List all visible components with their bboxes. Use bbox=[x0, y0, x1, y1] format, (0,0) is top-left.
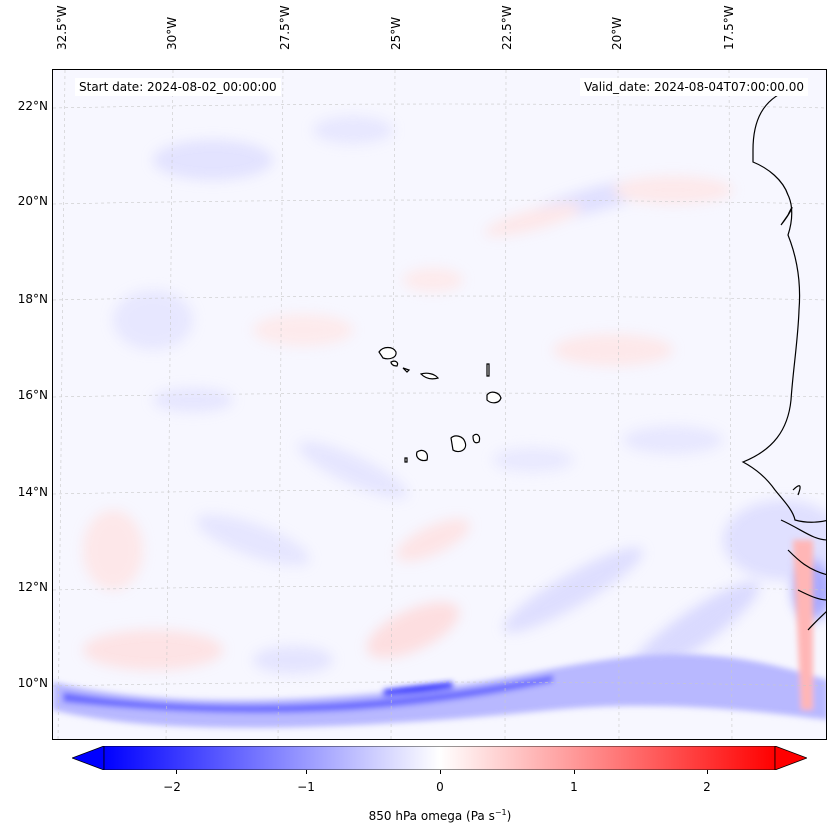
lon-label-27-5w: 27.5°W bbox=[278, 5, 292, 50]
cape-verde-islands bbox=[378, 346, 502, 463]
valid-date: Valid_date: 2024-08-04T07:00:00.00 bbox=[580, 78, 808, 96]
colorbar-extend-min bbox=[72, 746, 105, 770]
lon-label-30w: 30°W bbox=[165, 16, 179, 50]
lat-label-10n: 10°N bbox=[17, 676, 48, 690]
cb-tick-0: 0 bbox=[436, 780, 444, 794]
lat-label-12n: 12°N bbox=[17, 580, 48, 594]
omega-map[interactable]: Start date: 2024-08-02_00:00:00 Valid_da… bbox=[52, 69, 827, 740]
gridlines bbox=[53, 70, 826, 739]
lat-label-16n: 16°N bbox=[17, 388, 48, 402]
colorbar-gradient bbox=[103, 746, 776, 770]
lat-label-20n: 20°N bbox=[17, 194, 48, 208]
omega-band bbox=[53, 540, 826, 728]
cb-tickmark-0 bbox=[440, 770, 441, 774]
cb-tickmark-m2 bbox=[176, 770, 177, 774]
cb-tickmark-2 bbox=[707, 770, 708, 774]
cb-tick-2: 2 bbox=[703, 780, 711, 794]
start-date: Start date: 2024-08-02_00:00:00 bbox=[75, 78, 281, 96]
cb-tick-1: 1 bbox=[570, 780, 578, 794]
lon-label-25w: 25°W bbox=[389, 16, 403, 50]
colorbar-extend-max bbox=[774, 746, 807, 770]
coastline bbox=[741, 89, 826, 631]
lon-label-20w: 20°W bbox=[610, 16, 624, 50]
cb-tickmark-m1 bbox=[306, 770, 307, 774]
omega-field bbox=[53, 70, 826, 739]
cb-tick-m2: −2 bbox=[163, 780, 181, 794]
colorbar-label: 850 hPa omega (Pa s−1) bbox=[368, 808, 512, 823]
omega-patches bbox=[83, 116, 826, 679]
lat-label-22n: 22°N bbox=[17, 99, 48, 113]
lat-label-18n: 18°N bbox=[17, 292, 48, 306]
cb-tickmark-1 bbox=[574, 770, 575, 774]
lat-label-14n: 14°N bbox=[17, 485, 48, 499]
colorbar bbox=[72, 746, 807, 770]
cb-tick-m1: −1 bbox=[297, 780, 315, 794]
lon-label-22-5w: 22.5°W bbox=[500, 5, 514, 50]
lon-label-17-5w: 17.5°W bbox=[722, 5, 736, 50]
lon-label-32-5w: 32.5°W bbox=[55, 5, 69, 50]
